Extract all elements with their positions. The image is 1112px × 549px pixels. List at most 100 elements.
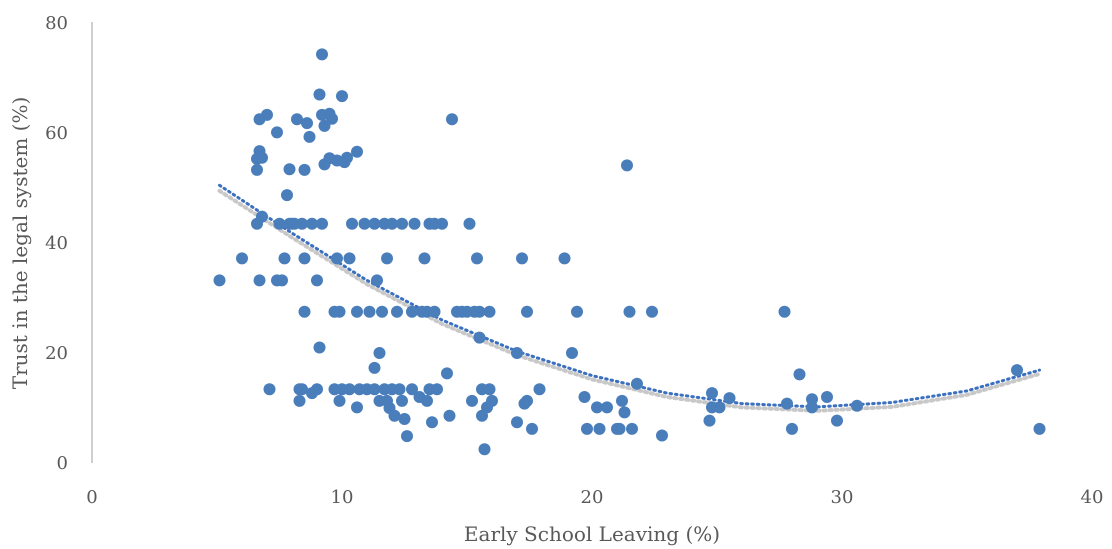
data-point xyxy=(511,416,523,429)
data-point xyxy=(443,409,456,422)
data-point xyxy=(318,119,331,132)
data-point xyxy=(393,383,406,396)
data-point xyxy=(593,422,606,435)
x-tick-label: 20 xyxy=(581,487,604,508)
data-point xyxy=(406,383,418,396)
data-point xyxy=(311,274,323,287)
data-point xyxy=(336,90,348,103)
y-axis-title: Trust in the legal system (%) xyxy=(8,97,32,390)
x-tick-label: 30 xyxy=(831,487,854,508)
data-point xyxy=(381,252,393,265)
trendline-layer xyxy=(217,183,1042,413)
data-point xyxy=(558,252,571,265)
data-point xyxy=(298,163,311,176)
data-point xyxy=(278,252,291,265)
data-point xyxy=(581,422,593,435)
data-point xyxy=(473,305,486,318)
data-point xyxy=(333,394,346,407)
data-point xyxy=(368,383,381,396)
y-tick-labels: 0 20 40 60 80 xyxy=(45,13,68,474)
data-point xyxy=(363,305,376,318)
data-point xyxy=(408,217,421,230)
data-point xyxy=(618,406,631,419)
y-tick-label: 60 xyxy=(45,123,68,144)
x-tick-label: 10 xyxy=(331,487,354,508)
data-point xyxy=(521,394,533,407)
data-point xyxy=(526,422,538,435)
data-point xyxy=(371,274,383,287)
data-point xyxy=(626,422,638,435)
data-point xyxy=(298,252,311,265)
data-point xyxy=(316,48,328,61)
data-point xyxy=(256,151,268,164)
data-point xyxy=(706,387,718,400)
data-point xyxy=(276,274,288,287)
data-point xyxy=(388,409,401,422)
data-point xyxy=(311,383,323,396)
data-point xyxy=(263,383,276,396)
data-point xyxy=(421,394,433,407)
data-point xyxy=(478,443,491,456)
data-point xyxy=(306,217,318,230)
data-point xyxy=(601,401,613,414)
data-point xyxy=(781,397,793,410)
data-point xyxy=(341,151,353,164)
data-point xyxy=(293,394,306,407)
data-point xyxy=(426,416,438,429)
data-point xyxy=(483,383,496,396)
data-point xyxy=(273,217,286,230)
data-point xyxy=(316,217,328,230)
x-axis-title: Early School Leaving (%) xyxy=(464,522,720,546)
x-tick-labels: 0 10 20 30 40 xyxy=(86,487,1103,508)
data-point xyxy=(591,401,603,414)
data-point xyxy=(1011,364,1023,377)
data-point xyxy=(806,401,818,414)
data-point xyxy=(1033,422,1046,435)
data-point xyxy=(623,305,636,318)
data-point xyxy=(351,305,363,318)
points-layer xyxy=(213,48,1046,456)
data-point xyxy=(533,383,546,396)
data-point xyxy=(213,274,226,287)
data-point xyxy=(786,422,798,435)
data-point xyxy=(236,252,248,265)
data-point xyxy=(301,117,313,130)
data-point xyxy=(296,217,308,230)
data-point xyxy=(436,217,448,230)
data-point xyxy=(851,399,863,412)
data-point xyxy=(333,305,346,318)
data-point xyxy=(313,341,326,354)
data-point xyxy=(373,347,386,359)
y-tick-label: 20 xyxy=(45,343,68,364)
data-point xyxy=(631,377,643,390)
data-point xyxy=(351,145,363,158)
data-point xyxy=(386,217,398,230)
data-point xyxy=(291,113,303,126)
data-point xyxy=(778,305,791,318)
data-point xyxy=(473,331,486,344)
data-point xyxy=(396,217,408,230)
data-point xyxy=(441,367,453,380)
data-point xyxy=(431,383,443,396)
data-point xyxy=(368,217,381,230)
x-tick-label: 0 xyxy=(86,487,97,508)
data-point xyxy=(281,189,293,202)
data-point xyxy=(616,394,628,407)
data-point xyxy=(806,393,818,406)
data-point xyxy=(656,429,668,442)
data-point xyxy=(418,252,431,265)
data-point xyxy=(471,252,483,265)
data-point xyxy=(406,305,418,318)
data-point xyxy=(283,163,296,176)
data-point xyxy=(296,383,308,396)
data-point xyxy=(303,130,316,143)
data-point xyxy=(703,414,716,427)
data-point xyxy=(831,414,843,427)
data-point xyxy=(326,112,338,125)
data-point xyxy=(821,391,833,403)
data-point xyxy=(511,347,523,359)
data-point xyxy=(401,430,413,443)
data-point xyxy=(516,252,528,265)
y-tick-label: 80 xyxy=(45,13,68,34)
